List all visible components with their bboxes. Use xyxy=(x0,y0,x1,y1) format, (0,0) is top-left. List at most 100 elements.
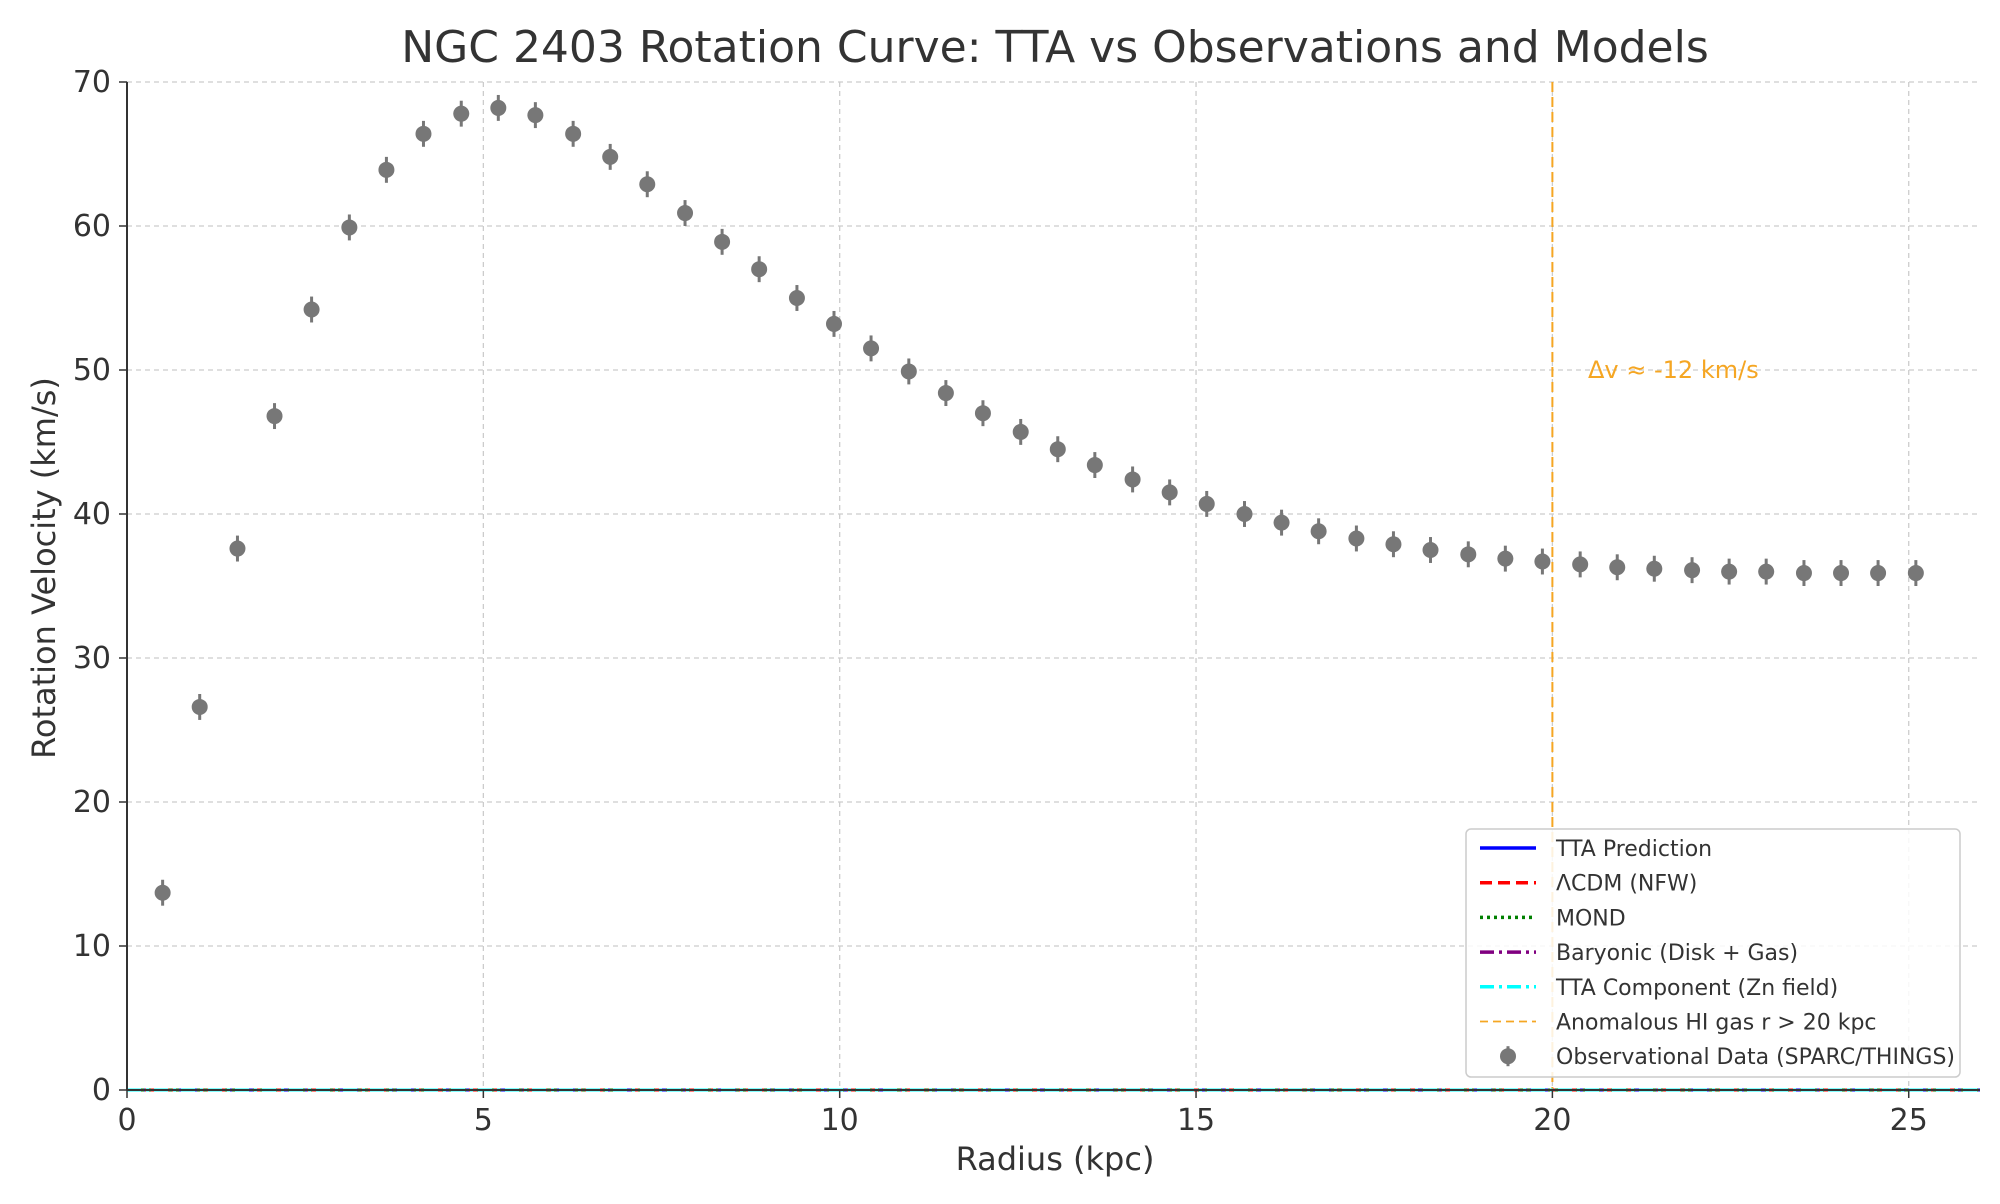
x-tick-label: 20 xyxy=(1533,1103,1571,1138)
data-marker xyxy=(714,233,731,250)
observation-point xyxy=(1385,531,1402,558)
y-tick-label: 20 xyxy=(73,785,111,820)
observation-point xyxy=(1273,509,1290,536)
observation-point xyxy=(1870,560,1887,586)
data-marker xyxy=(825,315,842,332)
data-marker xyxy=(154,884,171,901)
x-tick-label: 10 xyxy=(821,1103,859,1138)
data-marker xyxy=(937,385,954,402)
observation-point xyxy=(1012,418,1029,445)
data-marker xyxy=(788,290,805,306)
chart-title: NGC 2403 Rotation Curve: TTA vs Observat… xyxy=(401,22,1709,73)
data-marker xyxy=(527,107,544,124)
data-marker xyxy=(602,148,619,165)
data-marker xyxy=(900,363,917,380)
observation-point xyxy=(1572,551,1589,578)
data-marker xyxy=(1795,565,1812,582)
data-marker xyxy=(453,105,470,122)
data-marker xyxy=(863,340,880,357)
observation-points xyxy=(154,94,1924,906)
data-marker xyxy=(1609,559,1626,576)
x-tick-label: 25 xyxy=(1890,1103,1928,1138)
y-tick-label: 40 xyxy=(73,497,111,532)
observation-point xyxy=(229,535,246,562)
observation-point xyxy=(1833,560,1850,586)
legend-swatch-marker xyxy=(1500,1048,1516,1065)
data-marker xyxy=(1833,565,1850,582)
observation-point xyxy=(1684,557,1701,584)
observation-point xyxy=(677,200,694,226)
observation-point xyxy=(1721,558,1738,585)
observation-point xyxy=(415,120,432,147)
data-marker xyxy=(1348,530,1365,547)
observation-point xyxy=(937,380,954,406)
legend-box xyxy=(1465,828,1961,1078)
data-marker xyxy=(1870,565,1887,582)
observation-point xyxy=(303,296,320,323)
observation-point xyxy=(900,358,917,385)
observation-point xyxy=(527,102,544,129)
observation-point xyxy=(788,285,805,311)
data-marker xyxy=(639,176,656,193)
delta-v-annotation: Δv ≈ -12 km/s xyxy=(1588,356,1759,384)
observation-point xyxy=(1124,466,1141,493)
observation-point xyxy=(1609,554,1626,581)
data-marker xyxy=(974,405,991,422)
legend-label: TTA Prediction xyxy=(1555,837,1712,862)
data-marker xyxy=(677,205,694,222)
observation-point xyxy=(1758,558,1775,585)
observation-point xyxy=(602,143,619,170)
x-tick-label: 0 xyxy=(117,1103,136,1138)
observation-point xyxy=(1049,436,1066,463)
data-marker xyxy=(1758,563,1775,580)
legend-label: Baryonic (Disk + Gas) xyxy=(1556,941,1798,966)
legend-entry: TTA Component (Zn field) xyxy=(1480,976,1838,1001)
observation-point xyxy=(751,256,768,283)
data-marker xyxy=(1161,484,1178,501)
legend-entry: ΛCDM (NFW) xyxy=(1480,872,1697,897)
observation-point xyxy=(974,400,991,427)
observation-point xyxy=(1310,518,1327,545)
data-marker xyxy=(415,125,432,142)
data-marker xyxy=(1236,506,1253,522)
observation-point xyxy=(154,879,171,906)
data-marker xyxy=(1534,553,1551,570)
data-marker xyxy=(1124,471,1141,488)
data-marker xyxy=(341,219,358,236)
observation-point xyxy=(490,94,507,121)
x-tick-label: 15 xyxy=(1177,1103,1215,1138)
observation-point xyxy=(1646,555,1663,582)
y-tick-label: 70 xyxy=(73,65,111,100)
x-tick-label: 5 xyxy=(474,1103,493,1138)
data-marker xyxy=(1310,523,1327,540)
observation-point xyxy=(1795,560,1812,586)
observation-point xyxy=(266,403,283,430)
data-marker xyxy=(1646,560,1663,577)
y-tick-label: 50 xyxy=(73,353,111,388)
observation-point xyxy=(1460,541,1477,568)
data-marker xyxy=(1198,495,1215,512)
y-tick-label: 60 xyxy=(73,209,111,244)
legend-entry: Observational Data (SPARC/THINGS) xyxy=(1500,1045,1955,1070)
observation-point xyxy=(639,171,656,198)
observation-point xyxy=(863,335,880,362)
observation-point xyxy=(1534,548,1551,575)
legend: TTA Prediction ΛCDM (NFW) MOND Baryonic (Di… xyxy=(1465,828,1961,1078)
data-marker xyxy=(1086,457,1103,474)
data-marker xyxy=(1497,550,1514,567)
y-tick-label: 10 xyxy=(73,929,111,964)
data-marker xyxy=(1721,563,1738,580)
observation-point xyxy=(1086,452,1103,478)
legend-entry: Baryonic (Disk + Gas) xyxy=(1480,941,1798,966)
observation-point xyxy=(1161,479,1178,506)
data-marker xyxy=(229,540,246,557)
axes-layer xyxy=(119,81,1980,1098)
x-axis-label: Radius (kpc) xyxy=(956,1140,1155,1178)
data-marker xyxy=(1385,536,1402,553)
observation-point xyxy=(825,310,842,337)
data-marker xyxy=(490,99,507,116)
legend-label: Observational Data (SPARC/THINGS) xyxy=(1556,1045,1955,1070)
data-marker xyxy=(266,408,283,425)
